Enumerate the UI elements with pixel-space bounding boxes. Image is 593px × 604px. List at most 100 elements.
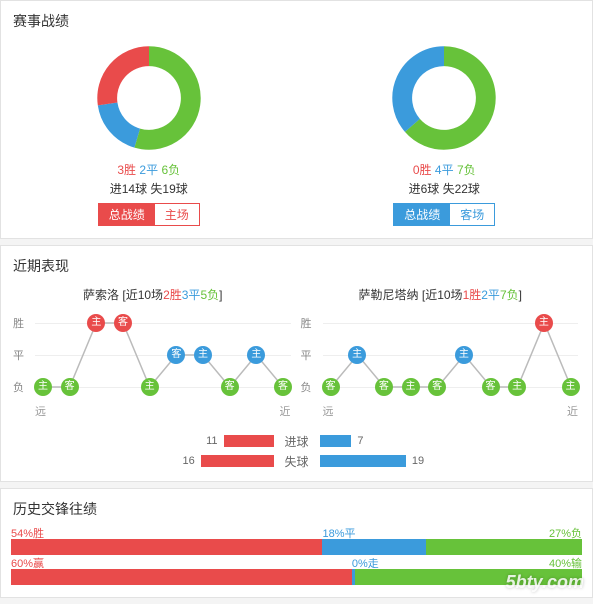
segment-label: 27%负	[549, 525, 582, 541]
x-axis: 远 近	[35, 403, 291, 419]
team-right-w: 1胜	[463, 288, 482, 302]
form-node[interactable]: 客	[428, 378, 446, 396]
ylabel-draw: 平	[13, 347, 24, 363]
h2h-panel: 历史交锋往绩 54%胜18%平27%负60%赢0%走40%输 5bty.com	[0, 488, 593, 598]
recent-right: 萨勒尼塔纳 [近10场1胜2平7负] 胜 平 负 客主客主客主客主主主 远 近	[297, 282, 585, 425]
line-chart-left: 胜 平 负 主客主客主客主客主客	[35, 311, 291, 401]
away-wdl: 0胜 4平 7负	[413, 161, 476, 180]
form-node[interactable]: 主	[247, 346, 265, 364]
bar-right	[320, 455, 406, 467]
form-node[interactable]: 主	[194, 346, 212, 364]
team-left-title: 萨索洛 [近10场2胜3平5负]	[9, 282, 297, 307]
panel-title: 历史交锋往绩	[1, 489, 592, 525]
form-node[interactable]: 主	[402, 378, 420, 396]
away-win: 0胜	[413, 163, 432, 177]
donut-cell-away: 0胜 4平 7负 进6球 失22球 总战绩 客场	[297, 37, 593, 238]
recent-form-panel: 近期表现 萨索洛 [近10场2胜3平5负] 胜 平 负 主客主客主客主客主客 远…	[0, 245, 593, 482]
line-chart-right: 胜 平 负 客主客主客主客主主主	[323, 311, 579, 401]
ylabel-win: 胜	[13, 315, 24, 331]
form-node[interactable]: 客	[274, 378, 292, 396]
form-node[interactable]: 主	[348, 346, 366, 364]
team-right-name: 萨勒尼塔纳	[359, 288, 419, 302]
form-node[interactable]: 主	[87, 314, 105, 332]
form-node[interactable]: 客	[167, 346, 185, 364]
bar-segment: 54%胜	[11, 539, 322, 555]
xlabel-near: 近	[567, 403, 578, 419]
bar-value-left: 11	[200, 435, 223, 447]
stacked-bar: 60%赢0%走40%输	[11, 569, 582, 585]
match-record-panel: 赛事战绩 3胜 2平 6负 进14球 失19球 总战绩 主场 0胜 4平 7负 …	[0, 0, 593, 239]
bar-segment: 27%负	[426, 539, 582, 555]
team-left-d: 3平	[182, 288, 201, 302]
team-right-l: 7负	[500, 288, 519, 302]
home-win: 3胜	[117, 163, 136, 177]
away-goals: 进6球 失22球	[409, 180, 480, 197]
xlabel-far: 远	[323, 403, 334, 419]
watermark: 5bty.com	[506, 572, 584, 593]
form-node[interactable]: 主	[535, 314, 553, 332]
team-left-post: ]	[219, 288, 222, 302]
xlabel-far: 远	[35, 403, 46, 419]
xlabel-near: 近	[280, 403, 291, 419]
team-right-title: 萨勒尼塔纳 [近10场1胜2平7负]	[297, 282, 585, 307]
team-left-pre: [近10场	[122, 288, 163, 302]
form-node[interactable]: 主	[141, 378, 159, 396]
ylabel-draw: 平	[301, 347, 312, 363]
segment-label: 40%输	[549, 555, 582, 571]
center-bars: 11 进球 7 16 失球 19	[1, 425, 592, 481]
home-lose: 6负	[161, 163, 180, 177]
bar-value-left: 16	[177, 455, 201, 467]
bar-right	[320, 435, 352, 447]
donut-chart-away	[389, 43, 499, 153]
form-node[interactable]: 主	[562, 378, 580, 396]
ylabel-win: 胜	[301, 315, 312, 331]
form-node[interactable]: 客	[482, 378, 500, 396]
form-node[interactable]: 客	[221, 378, 239, 396]
panel-title: 赛事战绩	[1, 1, 592, 37]
donut-cell-home: 3胜 2平 6负 进14球 失19球 总战绩 主场	[1, 37, 297, 238]
form-node[interactable]: 客	[322, 378, 340, 396]
bar-value-right: 7	[351, 435, 369, 447]
home-btn-group: 总战绩 主场	[98, 203, 200, 226]
btn-home[interactable]: 主场	[155, 204, 199, 225]
segment-label: 54%胜	[11, 525, 44, 541]
donut-chart-home	[94, 43, 204, 153]
recent-left: 萨索洛 [近10场2胜3平5负] 胜 平 负 主客主客主客主客主客 远 近	[9, 282, 297, 425]
donut-row: 3胜 2平 6负 进14球 失19球 总战绩 主场 0胜 4平 7负 进6球 失…	[1, 37, 592, 238]
home-draw: 2平	[139, 163, 158, 177]
bar-label: 进球	[274, 433, 320, 450]
stacked-bar: 54%胜18%平27%负	[11, 539, 582, 555]
home-wdl: 3胜 2平 6负	[117, 161, 180, 180]
team-right-post: ]	[519, 288, 522, 302]
segment-label: 60%赢	[11, 555, 44, 571]
form-node[interactable]: 客	[375, 378, 393, 396]
away-draw: 4平	[435, 163, 454, 177]
team-right-pre: [近10场	[422, 288, 463, 302]
away-lose: 7负	[457, 163, 476, 177]
bar-segment: 60%赢	[11, 569, 352, 585]
segment-label: 18%平	[322, 525, 355, 541]
form-node[interactable]: 客	[114, 314, 132, 332]
bar-left	[224, 435, 274, 447]
bar-value-right: 19	[406, 455, 430, 467]
stacked-bars: 54%胜18%平27%负 60%赢0%走40%输	[1, 539, 592, 597]
form-node[interactable]: 主	[455, 346, 473, 364]
team-left-name: 萨索洛	[83, 288, 119, 302]
ylabel-lose: 负	[301, 379, 312, 395]
team-left-w: 2胜	[163, 288, 182, 302]
team-left-l: 5负	[200, 288, 219, 302]
home-goals: 进14球 失19球	[110, 180, 188, 197]
x-axis: 远 近	[323, 403, 579, 419]
ylabel-lose: 负	[13, 379, 24, 395]
bar-label: 失球	[274, 453, 320, 470]
bar-left	[201, 455, 274, 467]
btn-total-away[interactable]: 总战绩	[394, 204, 450, 225]
form-node[interactable]: 主	[34, 378, 52, 396]
form-node[interactable]: 主	[508, 378, 526, 396]
recent-row: 萨索洛 [近10场2胜3平5负] 胜 平 负 主客主客主客主客主客 远 近 萨勒…	[1, 282, 592, 425]
btn-total-home[interactable]: 总战绩	[99, 204, 155, 225]
away-btn-group: 总战绩 客场	[393, 203, 495, 226]
bar-segment: 18%平	[322, 539, 426, 555]
btn-away[interactable]: 客场	[450, 204, 494, 225]
form-node[interactable]: 客	[61, 378, 79, 396]
